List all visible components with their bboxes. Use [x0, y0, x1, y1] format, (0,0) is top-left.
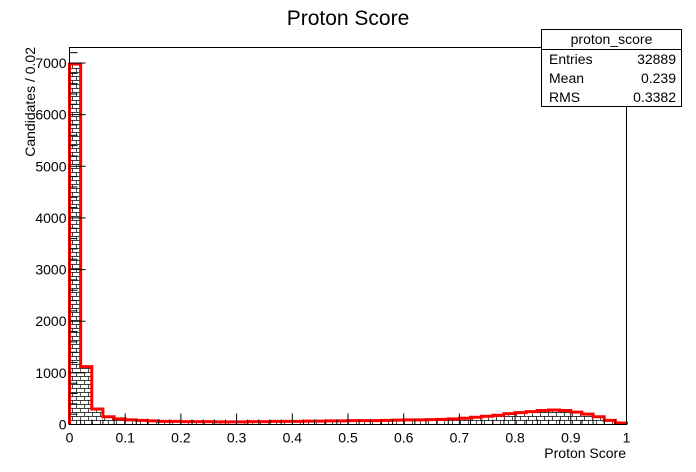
y-tick-label: 6000: [35, 107, 66, 123]
x-tick-label: 0.1: [115, 430, 135, 446]
stats-label: Mean: [549, 70, 585, 86]
stats-row-entries: Entries 32889: [542, 50, 681, 69]
histogram-bin: [403, 419, 415, 425]
histogram-bin: [604, 420, 616, 425]
histogram-bin: [570, 412, 582, 425]
histogram-bin: [336, 420, 348, 425]
histogram-bin: [136, 420, 148, 425]
histogram-bin: [158, 421, 170, 425]
histogram-bin: [114, 418, 126, 425]
histogram-bin: [325, 420, 337, 425]
x-tick-label: 1: [623, 430, 631, 446]
stats-box: proton_score Entries 32889 Mean 0.239 RM…: [541, 29, 682, 107]
stats-value: 0.239: [640, 70, 676, 86]
histogram-bin: [91, 409, 103, 425]
x-tick-label: 0.9: [561, 430, 581, 446]
x-tick-label: 0.3: [227, 430, 247, 446]
histogram-bin: [381, 420, 393, 425]
histogram-outline: [68, 62, 628, 425]
histogram-bin: [147, 420, 159, 425]
x-tick-label: 0: [66, 430, 74, 446]
histogram-bin: [125, 419, 137, 425]
stats-row-mean: Mean 0.239: [542, 69, 681, 88]
histogram-bin: [537, 410, 549, 425]
histogram-bin: [69, 64, 81, 425]
y-tick-label: 2000: [35, 313, 66, 329]
histogram-bin: [292, 421, 304, 425]
stats-label: Entries: [549, 51, 593, 67]
stats-label: RMS: [549, 89, 581, 105]
histogram-bin: [169, 421, 181, 425]
histogram-bin: [593, 416, 605, 425]
histogram-bin: [492, 415, 504, 425]
stats-box-title: proton_score: [542, 30, 681, 50]
histogram-bin: [414, 419, 426, 425]
stats-value: 32889: [637, 51, 676, 67]
stats-value: 0.3382: [633, 89, 676, 105]
y-tick-label: 0: [59, 417, 67, 433]
x-axis-label: Proton Score: [544, 445, 626, 461]
x-tick-label: 0.2: [171, 430, 191, 446]
histogram-bin: [526, 411, 538, 425]
histogram-bin: [581, 414, 594, 425]
y-tick-label: 7000: [35, 55, 66, 71]
histogram-bin: [481, 416, 493, 425]
stats-row-rms: RMS 0.3382: [542, 88, 681, 107]
histogram-bin: [303, 421, 315, 425]
histogram-bin: [270, 421, 282, 425]
x-tick-label: 0.4: [283, 430, 303, 446]
histogram-bin: [503, 413, 516, 425]
histogram-bin: [448, 418, 460, 425]
histogram-bin: [559, 410, 571, 425]
x-tick-label: 0.8: [505, 430, 525, 446]
histogram-bin: [515, 412, 527, 425]
x-tick-label: 0.6: [394, 430, 414, 446]
histogram-bin: [548, 410, 560, 425]
histogram-bin: [102, 416, 115, 425]
x-tick-label: 0.5: [338, 430, 358, 446]
y-tick-label: 3000: [35, 262, 66, 278]
histogram-bin: [80, 366, 92, 425]
y-tick-label: 1000: [35, 365, 66, 381]
histogram-bin: [459, 418, 471, 425]
histogram-bin: [425, 419, 438, 425]
histogram-bin: [314, 421, 326, 425]
histogram-bin: [470, 417, 482, 425]
chart-title: Proton Score: [287, 7, 410, 30]
histogram-bin: [437, 419, 449, 425]
y-tick-label: 4000: [35, 210, 66, 226]
y-tick-label: 5000: [35, 158, 66, 174]
histogram-bin: [359, 420, 371, 425]
histogram-bin: [348, 420, 360, 425]
x-tick-label: 0.7: [450, 430, 470, 446]
histogram-bin: [281, 421, 293, 425]
histogram-bin: [370, 420, 382, 425]
y-axis-label: Candidates / 0.02: [22, 47, 38, 157]
histogram-bin: [392, 420, 404, 425]
